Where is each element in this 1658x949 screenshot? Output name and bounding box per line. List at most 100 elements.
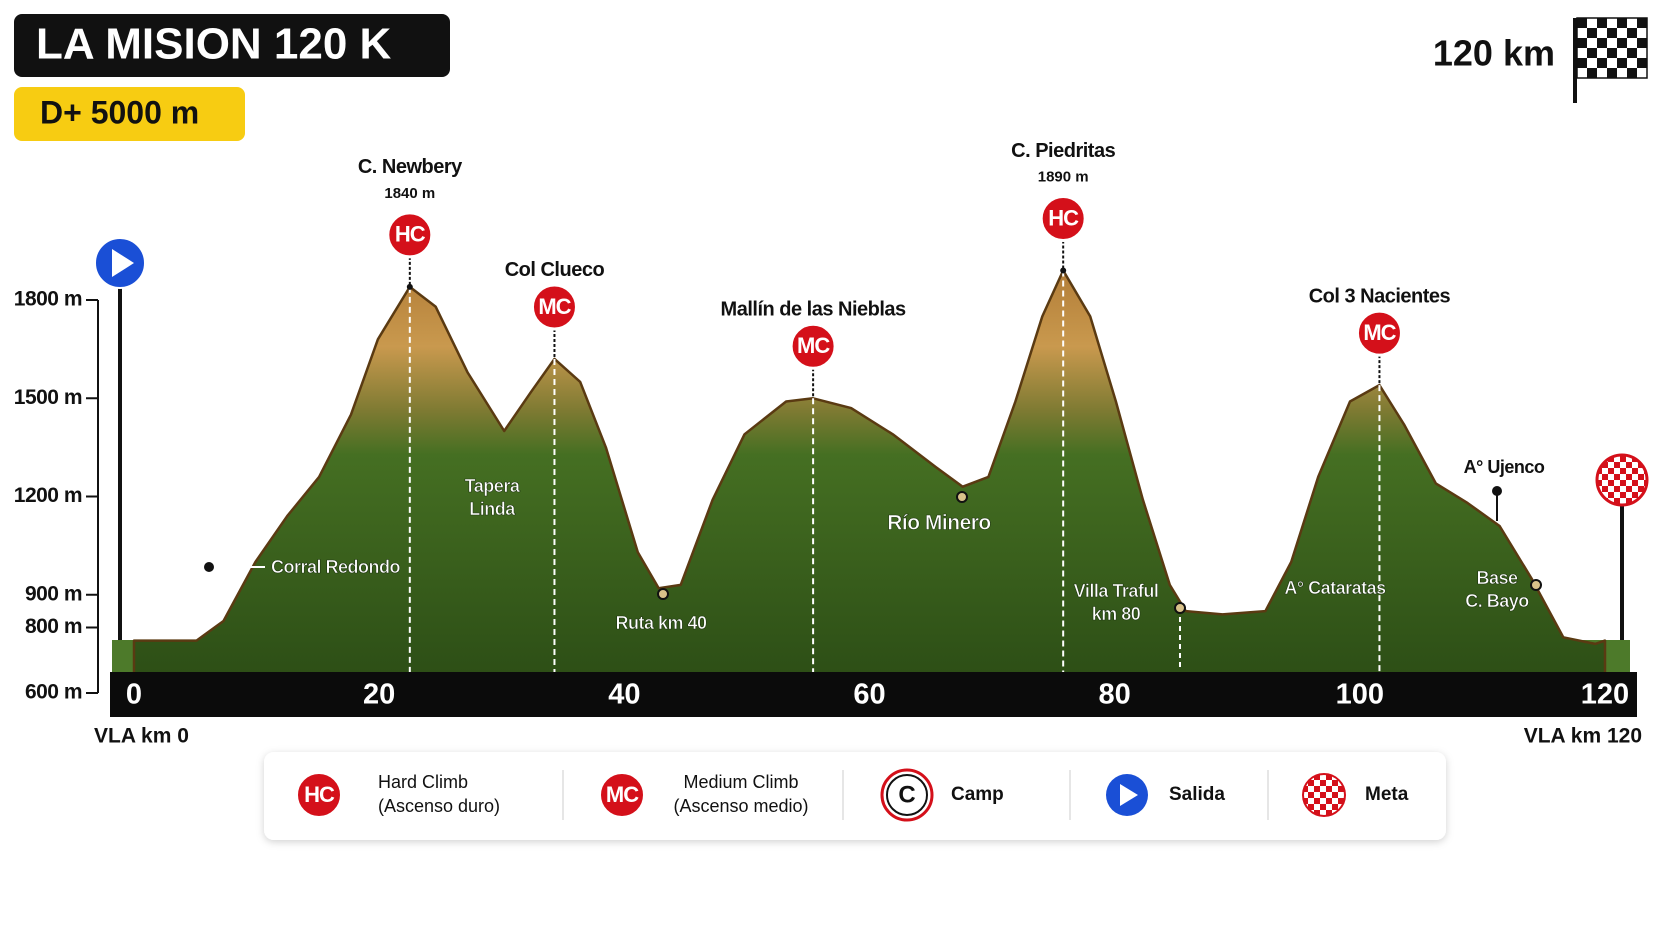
flag-square — [1637, 38, 1647, 48]
x-tick-label: 40 — [608, 679, 640, 711]
flag-square — [1627, 28, 1637, 38]
flag-square — [1617, 28, 1627, 38]
x-tick-label: 0 — [126, 679, 142, 711]
flag-square — [1607, 48, 1617, 58]
start-arrow — [112, 249, 134, 277]
flag-square — [1577, 68, 1587, 78]
flag-square — [1587, 28, 1597, 38]
climb-badge — [530, 283, 578, 331]
x-tick-label: 20 — [363, 679, 395, 711]
climb-name: Col Clueco — [505, 259, 605, 281]
legend-icon — [1302, 773, 1346, 817]
flag-square — [1637, 48, 1647, 58]
flag-square — [1607, 28, 1617, 38]
legend-symbol: HC — [304, 782, 335, 807]
title-box — [14, 14, 450, 77]
flag-square — [1597, 28, 1607, 38]
flag-square — [1637, 18, 1647, 28]
flag-square — [1607, 68, 1617, 78]
x-tick-label: 60 — [853, 679, 885, 711]
y-tick-label: 1200 m — [14, 484, 82, 507]
flag-square — [1577, 38, 1587, 48]
flag-square — [1627, 58, 1637, 68]
flag-square — [1617, 68, 1627, 78]
flag-square — [1597, 58, 1607, 68]
climb-badge-text: MC — [538, 294, 571, 319]
legend-label: Camp — [951, 784, 1004, 805]
flag-square — [1577, 58, 1587, 68]
flag-square — [1637, 58, 1647, 68]
annotation-text: Ruta km 40 — [615, 613, 707, 633]
flag-square — [1637, 68, 1647, 78]
flag-square — [1577, 28, 1587, 38]
flag-square — [1607, 18, 1617, 28]
flag-square — [1607, 58, 1617, 68]
annotation-text: Villa Traful — [1074, 581, 1159, 601]
finish-flag — [1573, 17, 1648, 103]
flag-square — [1587, 18, 1597, 28]
climb-elevation: 1890 m — [1038, 168, 1089, 185]
climb-name: C. Piedritas — [1011, 140, 1115, 162]
annotation-text: Corral Redondo — [271, 557, 401, 577]
x-axis-bar — [110, 672, 1637, 717]
y-tick-label: 600 m — [25, 681, 82, 704]
subtitle: D+ 5000 m — [40, 94, 199, 130]
climb-badge-text: MC — [797, 333, 830, 358]
flag-square — [1597, 18, 1607, 28]
annotation-text: A° Cataratas — [1284, 578, 1386, 598]
annotation-ring — [1174, 602, 1186, 614]
peak-point — [406, 283, 413, 290]
flag-square — [1627, 48, 1637, 58]
x-tick-label: 80 — [1099, 679, 1131, 711]
flag-square — [1587, 58, 1597, 68]
y-tick-label: 1500 m — [14, 386, 82, 409]
annotation-ring — [1530, 579, 1542, 591]
y-tick-label: 800 m — [25, 615, 82, 638]
flag-square — [1597, 48, 1607, 58]
y-tick-label: 900 m — [25, 582, 82, 605]
legend-label: Hard Climb — [378, 772, 468, 792]
flag-square — [1597, 38, 1607, 48]
climb-name: C. Newbery — [358, 156, 463, 178]
annotation-text: Linda — [469, 499, 516, 519]
legend-symbol: MC — [606, 782, 639, 807]
y-tick-label: 1800 m — [14, 288, 82, 311]
flag-square — [1577, 48, 1587, 58]
x-tick-label: 100 — [1336, 679, 1384, 711]
annotation-dot — [204, 562, 214, 572]
annotation-text: C. Bayo — [1465, 591, 1529, 611]
legend-symbol: C — [898, 781, 915, 808]
legend-label: Meta — [1365, 784, 1409, 805]
annotation-ring — [956, 491, 968, 503]
flag-square — [1607, 38, 1617, 48]
flag-square — [1617, 58, 1627, 68]
climb-badge-text: MC — [1363, 320, 1396, 345]
annotation-text: Tapera — [465, 476, 521, 496]
x-tick-label: 120 — [1581, 679, 1629, 711]
climb-name: Col 3 Nacientes — [1309, 285, 1451, 307]
legend-label: Medium Climb — [683, 772, 798, 792]
flag-square — [1637, 28, 1647, 38]
elevation-area — [132, 269, 1607, 695]
climb-badge-text: HC — [1048, 205, 1079, 230]
climb-badge — [1039, 195, 1087, 243]
climb-badge-text: HC — [395, 222, 426, 247]
subtitle-box — [14, 87, 245, 141]
start-label: VLA km 0 — [94, 725, 189, 748]
climb-badge — [789, 322, 837, 370]
legend-icon-arrow — [1120, 784, 1138, 806]
flag-square — [1587, 38, 1597, 48]
flag-square — [1587, 68, 1597, 78]
flag-border — [1576, 17, 1648, 79]
legend-label: Salida — [1169, 784, 1225, 805]
flag-square — [1627, 38, 1637, 48]
climb-name: Mallín de las Nieblas — [721, 299, 907, 321]
end-label: VLA km 120 — [1524, 725, 1642, 748]
flag-square — [1617, 38, 1627, 48]
annotation-text: Base — [1476, 568, 1518, 588]
legend-icon — [599, 772, 645, 818]
flag-square — [1577, 18, 1587, 28]
climb-badge — [386, 211, 434, 259]
